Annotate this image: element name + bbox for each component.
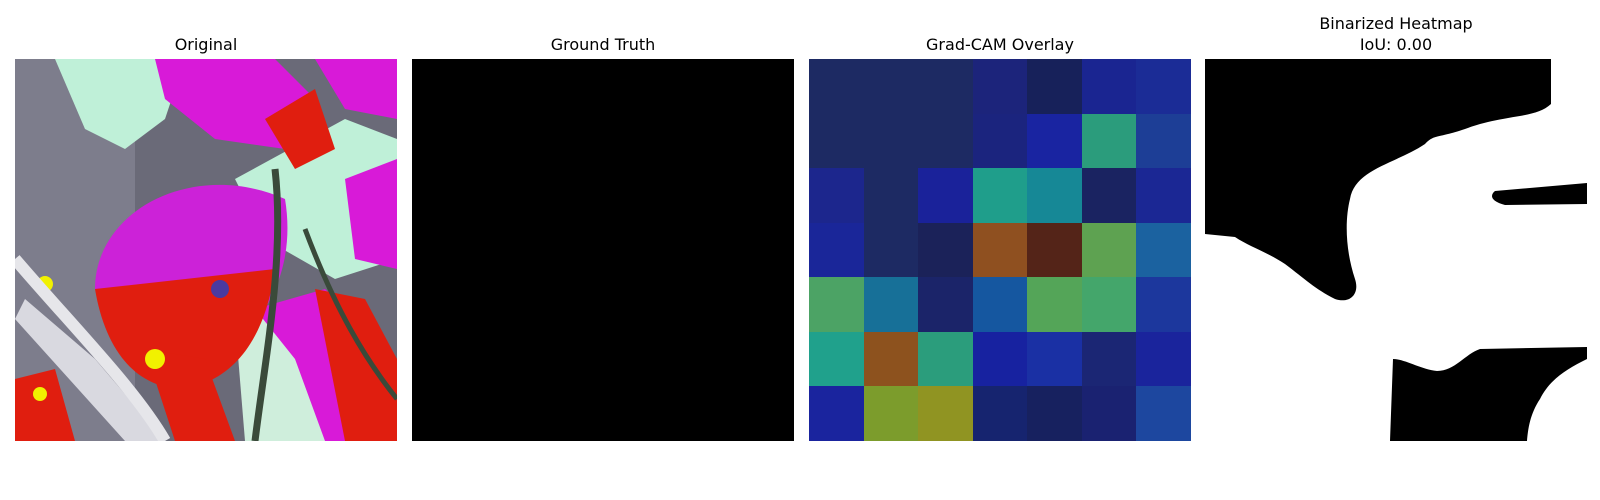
gradcam-cell <box>809 386 864 441</box>
gradcam-cell <box>1081 331 1137 387</box>
gradcam-cell <box>1136 331 1191 387</box>
gradcam-title: Grad-CAM Overlay <box>926 35 1074 54</box>
gradcam-cell <box>1136 222 1191 278</box>
gradcam-cell <box>809 59 864 114</box>
gradcam-cell <box>863 331 919 387</box>
gradcam-cell <box>972 59 1028 114</box>
gradcam-cell <box>1027 386 1082 441</box>
gradcam-cell <box>863 386 919 441</box>
gradcam-cell <box>918 59 973 114</box>
ground-truth-mask <box>412 59 794 441</box>
gradcam-cell <box>918 331 973 387</box>
gradcam-cell <box>972 386 1028 441</box>
gradcam-cell <box>863 113 919 169</box>
gradcam-cell <box>1081 277 1137 332</box>
gradcam-cell <box>809 168 864 223</box>
gradcam-cell <box>863 277 919 332</box>
gradcam-cell <box>918 386 973 441</box>
gradcam-grid <box>809 59 1191 441</box>
gradcam-cell <box>1081 168 1137 223</box>
gradcam-cell <box>1027 59 1082 114</box>
gradcam-cell <box>1027 331 1082 387</box>
iou-label: IoU: 0.00 <box>1359 35 1433 54</box>
gradcam-cell <box>1136 277 1191 332</box>
ground-truth-title: Ground Truth <box>550 35 656 54</box>
binarized-title: Binarized Heatmap IoU: 0.00 <box>1205 13 1587 55</box>
gradcam-cell <box>918 168 973 223</box>
gradcam-cell <box>809 222 864 278</box>
gradcam-cell <box>863 59 919 114</box>
gradcam-cell <box>918 113 973 169</box>
gradcam-cell <box>863 168 919 223</box>
gradcam-cell <box>1136 168 1191 223</box>
gradcam-cell <box>863 222 919 278</box>
original-image-art <box>15 59 397 441</box>
gradcam-overlay <box>809 59 1191 441</box>
original-title: Original <box>174 35 238 54</box>
gradcam-cell <box>809 277 864 332</box>
gradcam-cell <box>972 277 1028 332</box>
gradcam-cell <box>1136 59 1191 114</box>
original-image <box>15 59 397 441</box>
binarized-mask <box>1205 59 1587 441</box>
gradcam-cell <box>1027 168 1082 223</box>
binarized-title-line1: Binarized Heatmap <box>1319 14 1473 33</box>
gradcam-cell <box>1081 59 1137 114</box>
binarized-heatmap <box>1205 59 1587 441</box>
gradcam-cell <box>918 222 973 278</box>
gradcam-cell <box>1081 222 1137 278</box>
gradcam-cell <box>809 113 864 169</box>
gradcam-cell <box>972 331 1028 387</box>
gradcam-cell <box>1136 113 1191 169</box>
gradcam-cell <box>1027 222 1082 278</box>
gradcam-cell <box>1081 386 1137 441</box>
gradcam-cell <box>809 331 864 387</box>
gradcam-cell <box>1136 386 1191 441</box>
gradcam-cell <box>972 113 1028 169</box>
gradcam-cell <box>972 168 1028 223</box>
gradcam-cell <box>1081 113 1137 169</box>
gradcam-cell <box>1027 113 1082 169</box>
gradcam-cell <box>918 277 973 332</box>
gradcam-cell <box>1027 277 1082 332</box>
gradcam-cell <box>972 222 1028 278</box>
